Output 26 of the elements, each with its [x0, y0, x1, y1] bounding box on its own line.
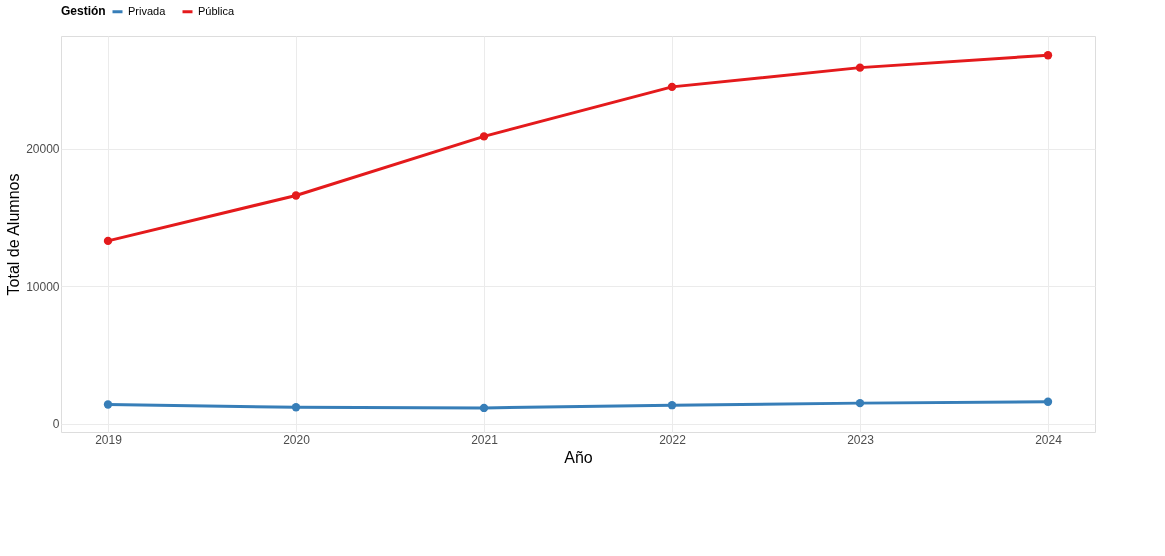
point — [667, 401, 677, 410]
point — [667, 82, 677, 92]
y-tick-label: 10000 — [26, 279, 60, 294]
y-tick-label: 0 — [52, 417, 60, 432]
point — [479, 132, 489, 141]
point — [855, 63, 865, 72]
legend-label: Privada — [128, 4, 167, 17]
x-tick-label: 2021 — [471, 432, 499, 447]
point — [291, 403, 301, 412]
legend-title: Gestión — [61, 4, 106, 18]
point — [1043, 397, 1053, 406]
y-axis-title: Total de Alumnos — [5, 173, 23, 296]
point — [103, 400, 113, 409]
x-tick-label: 2020 — [283, 432, 311, 447]
x-tick-label: 2019 — [95, 432, 123, 447]
point — [291, 191, 301, 200]
x-tick-label: 2022 — [659, 432, 687, 447]
point — [479, 403, 489, 413]
legend-label: Pública — [198, 4, 235, 17]
x-axis-title: Año — [564, 448, 593, 466]
y-tick-label: 20000 — [26, 142, 60, 157]
point — [1043, 51, 1053, 60]
point — [103, 236, 113, 246]
point — [855, 398, 865, 408]
x-tick-label: 2023 — [847, 432, 875, 447]
x-tick-label: 2024 — [1035, 432, 1063, 447]
